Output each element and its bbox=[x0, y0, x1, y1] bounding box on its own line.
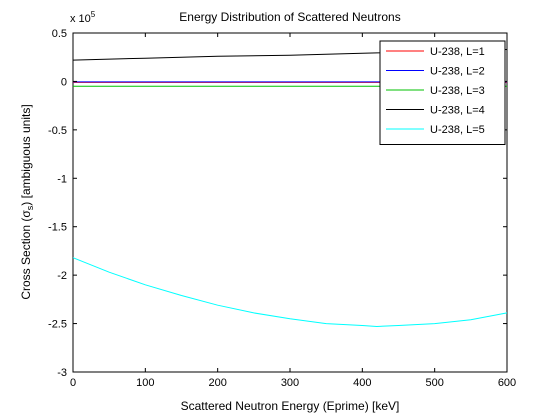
y-tick-label: 0 bbox=[61, 76, 67, 88]
legend-label: U-238, L=4 bbox=[430, 105, 485, 117]
y-tick-label: -3 bbox=[57, 367, 67, 379]
y-tick-label: -1.5 bbox=[48, 222, 67, 234]
legend-label: U-238, L=3 bbox=[430, 85, 485, 97]
y-label-sigma: σ bbox=[19, 210, 33, 218]
x-tick-label: 0 bbox=[70, 377, 76, 389]
y-tick-label: 0.5 bbox=[52, 28, 67, 40]
y-tick-label: -1 bbox=[57, 173, 67, 185]
y-multiplier-base: x 10 bbox=[70, 13, 91, 25]
y-label-prefix: Cross Section ( bbox=[19, 218, 33, 300]
legend-label: U-238, L=5 bbox=[430, 124, 485, 136]
legend: U-238, L=1 U-238, L=2 U-238, L=3 U-238, L=4… bbox=[379, 40, 506, 145]
x-axis-label: Scattered Neutron Energy (Eprime) [keV] bbox=[181, 399, 400, 413]
y-axis-label: Cross Section (σs) [ambiguous units] bbox=[19, 104, 35, 299]
chart-title: Energy Distribution of Scattered Neutron… bbox=[179, 10, 400, 24]
y-tick-label: -2 bbox=[57, 270, 67, 282]
x-tick-label: 200 bbox=[208, 377, 226, 389]
y-multiplier-exponent: 5 bbox=[91, 10, 96, 19]
legend-label: U-238, L=1 bbox=[430, 46, 485, 58]
y-multiplier: x 105 bbox=[70, 10, 96, 25]
legend-label: U-238, L=2 bbox=[430, 66, 485, 78]
series-line-l5 bbox=[72, 257, 508, 328]
axis-ticks: 0 100 200 300 400 500 600 -3 -2.5 -2 -1.5 -1 -0.5 0 0.… bbox=[48, 28, 516, 389]
y-tick-label: -2.5 bbox=[48, 319, 67, 331]
y-label-suffix: ) [ambiguous units] bbox=[19, 104, 33, 205]
x-tick-label: 300 bbox=[281, 377, 299, 389]
legend-box bbox=[379, 40, 506, 145]
x-tick-label: 500 bbox=[425, 377, 443, 389]
x-tick-label: 400 bbox=[353, 377, 371, 389]
y-tick-label: -0.5 bbox=[48, 125, 67, 137]
y-label-subscript: s bbox=[25, 205, 35, 210]
x-tick-label: 600 bbox=[498, 377, 516, 389]
x-tick-label: 100 bbox=[136, 377, 154, 389]
